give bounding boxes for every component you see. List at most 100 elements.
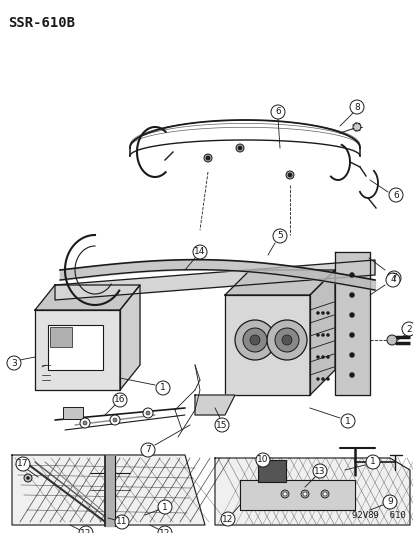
Circle shape <box>388 188 402 202</box>
Circle shape <box>274 328 298 352</box>
Circle shape <box>282 492 286 496</box>
Circle shape <box>326 311 329 314</box>
Text: 8: 8 <box>353 102 359 111</box>
Polygon shape <box>35 310 120 390</box>
Circle shape <box>115 515 129 529</box>
Circle shape <box>349 272 354 278</box>
Circle shape <box>204 154 211 162</box>
Polygon shape <box>12 455 204 525</box>
Circle shape <box>326 334 329 336</box>
Circle shape <box>255 453 269 467</box>
Text: 4: 4 <box>389 276 395 285</box>
Circle shape <box>214 418 228 432</box>
Circle shape <box>320 490 328 498</box>
Polygon shape <box>35 285 140 310</box>
Text: 6: 6 <box>392 190 398 199</box>
Circle shape <box>302 492 306 496</box>
Circle shape <box>235 320 274 360</box>
Circle shape <box>385 273 399 287</box>
Circle shape <box>386 335 396 345</box>
Circle shape <box>349 373 354 377</box>
Text: 13: 13 <box>313 466 325 475</box>
Circle shape <box>349 100 363 114</box>
Text: 9: 9 <box>386 497 392 506</box>
Circle shape <box>221 512 235 526</box>
Circle shape <box>249 335 259 345</box>
Text: 5: 5 <box>276 231 282 240</box>
Polygon shape <box>195 395 235 415</box>
Circle shape <box>110 415 120 425</box>
Text: 1: 1 <box>344 416 350 425</box>
Text: 7: 7 <box>390 273 396 282</box>
Circle shape <box>322 492 326 496</box>
Bar <box>50 327 72 347</box>
Circle shape <box>321 334 324 336</box>
Bar <box>63 407 83 419</box>
Text: 1: 1 <box>160 384 166 392</box>
Text: 12: 12 <box>222 514 233 523</box>
Circle shape <box>272 229 286 243</box>
Polygon shape <box>105 456 115 526</box>
Circle shape <box>281 335 291 345</box>
Circle shape <box>7 356 21 370</box>
Circle shape <box>386 271 400 285</box>
Circle shape <box>158 500 171 514</box>
Circle shape <box>321 377 324 381</box>
Bar <box>48 325 103 370</box>
Text: 17: 17 <box>17 459 28 469</box>
Circle shape <box>158 526 171 533</box>
Polygon shape <box>240 480 354 510</box>
Text: 3: 3 <box>11 359 17 367</box>
Text: 15: 15 <box>216 421 227 430</box>
Circle shape <box>142 408 153 418</box>
Circle shape <box>271 105 284 119</box>
Circle shape <box>352 123 360 131</box>
Circle shape <box>156 381 170 395</box>
Text: 6: 6 <box>275 108 280 117</box>
Text: SSR-610B: SSR-610B <box>8 16 75 30</box>
Circle shape <box>401 322 413 336</box>
Circle shape <box>287 173 291 177</box>
Circle shape <box>326 356 329 359</box>
Text: 12: 12 <box>80 529 91 533</box>
Text: 7: 7 <box>145 446 150 455</box>
Circle shape <box>16 457 30 471</box>
Circle shape <box>80 418 90 428</box>
Circle shape <box>349 293 354 297</box>
Polygon shape <box>224 270 334 295</box>
Circle shape <box>285 171 293 179</box>
Circle shape <box>192 245 206 259</box>
Circle shape <box>83 421 87 425</box>
Circle shape <box>316 377 319 381</box>
Text: 1: 1 <box>162 503 167 512</box>
Polygon shape <box>55 260 374 300</box>
Circle shape <box>266 320 306 360</box>
Text: 14: 14 <box>194 247 205 256</box>
Text: 2: 2 <box>405 325 411 334</box>
Circle shape <box>312 464 326 478</box>
Text: 1: 1 <box>369 457 375 466</box>
Circle shape <box>24 474 32 482</box>
Circle shape <box>382 495 396 509</box>
Circle shape <box>206 156 209 160</box>
Text: 12: 12 <box>159 529 170 533</box>
Bar <box>257 460 285 482</box>
Circle shape <box>321 311 324 314</box>
Circle shape <box>326 377 329 381</box>
Circle shape <box>26 477 29 480</box>
Circle shape <box>235 144 243 152</box>
Circle shape <box>321 356 324 359</box>
Circle shape <box>280 490 288 498</box>
Polygon shape <box>120 285 140 390</box>
Polygon shape <box>224 295 309 395</box>
Circle shape <box>349 333 354 337</box>
Polygon shape <box>334 252 369 395</box>
Polygon shape <box>309 270 334 395</box>
Circle shape <box>146 411 150 415</box>
Text: 92V89  610: 92V89 610 <box>351 511 405 520</box>
Circle shape <box>79 526 93 533</box>
Circle shape <box>113 393 127 407</box>
Circle shape <box>349 312 354 318</box>
Circle shape <box>300 490 308 498</box>
Circle shape <box>349 352 354 358</box>
